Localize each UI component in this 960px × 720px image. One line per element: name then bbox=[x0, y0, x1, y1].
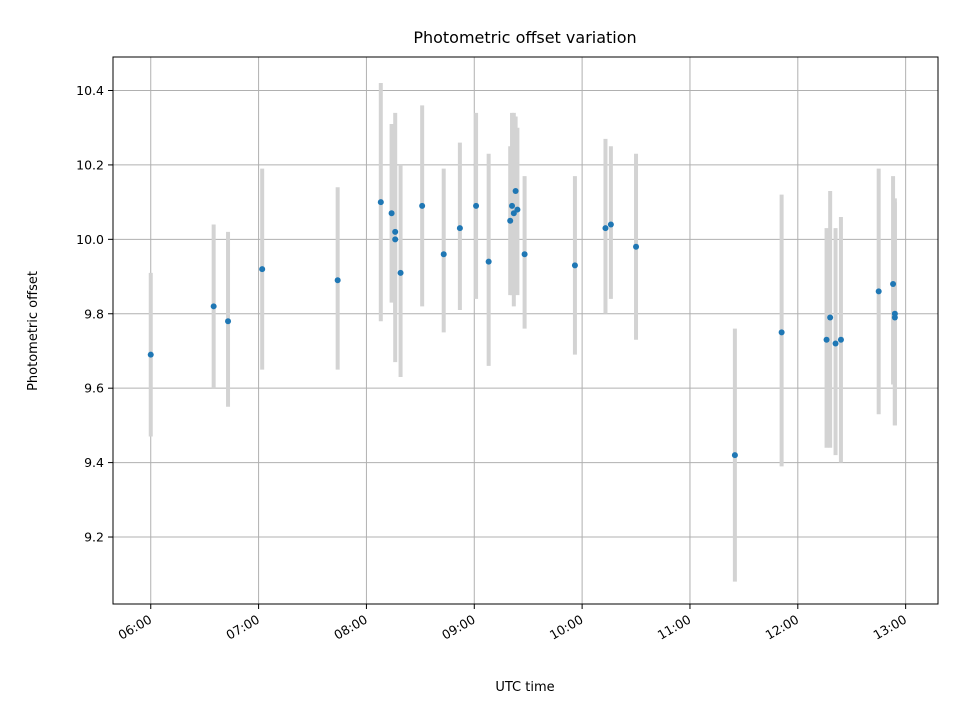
y-tick-label: 9.4 bbox=[84, 455, 104, 470]
data-point bbox=[731, 452, 738, 459]
data-point bbox=[890, 280, 897, 287]
data-point bbox=[827, 314, 834, 321]
y-axis-ticks: 9.2 9.4 9.6 9.8 10.0 10.2 10.4 bbox=[76, 83, 113, 545]
data-points bbox=[147, 187, 898, 459]
y-tick-label: 10.2 bbox=[76, 157, 104, 172]
data-point bbox=[485, 258, 492, 265]
data-point bbox=[388, 210, 395, 217]
data-point bbox=[514, 206, 521, 213]
data-point bbox=[512, 187, 519, 194]
data-point bbox=[419, 202, 426, 209]
plot-frame bbox=[112, 56, 939, 605]
y-tick-label: 10.0 bbox=[76, 232, 104, 247]
data-point bbox=[377, 199, 384, 206]
data-point bbox=[823, 336, 830, 343]
data-point bbox=[210, 303, 217, 310]
data-point bbox=[397, 269, 404, 276]
x-axis-label: UTC time bbox=[495, 680, 554, 695]
y-tick-label: 9.6 bbox=[84, 381, 104, 396]
data-point bbox=[633, 243, 640, 250]
y-tick-label: 9.8 bbox=[84, 306, 104, 321]
data-point bbox=[392, 236, 399, 243]
data-point bbox=[225, 318, 232, 325]
data-point bbox=[440, 251, 447, 258]
data-point bbox=[456, 225, 463, 232]
data-point bbox=[334, 277, 341, 284]
data-point bbox=[778, 329, 785, 336]
data-point bbox=[607, 221, 614, 228]
data-point bbox=[259, 266, 266, 273]
chart-title: Photometric offset variation bbox=[413, 28, 636, 47]
data-point bbox=[832, 340, 839, 347]
y-tick-label: 9.2 bbox=[84, 530, 104, 545]
data-point bbox=[392, 228, 399, 235]
data-point bbox=[875, 288, 882, 295]
data-point bbox=[507, 217, 514, 224]
data-point bbox=[147, 351, 154, 358]
data-point bbox=[571, 262, 578, 269]
y-tick-label: 10.4 bbox=[76, 83, 104, 98]
y-axis-label: Photometric offset bbox=[26, 271, 41, 391]
data-point bbox=[521, 251, 528, 258]
data-point bbox=[602, 225, 609, 232]
data-point bbox=[509, 202, 516, 209]
data-point bbox=[837, 336, 844, 343]
data-point bbox=[473, 202, 480, 209]
data-point bbox=[891, 314, 898, 321]
data-point bbox=[510, 210, 517, 217]
